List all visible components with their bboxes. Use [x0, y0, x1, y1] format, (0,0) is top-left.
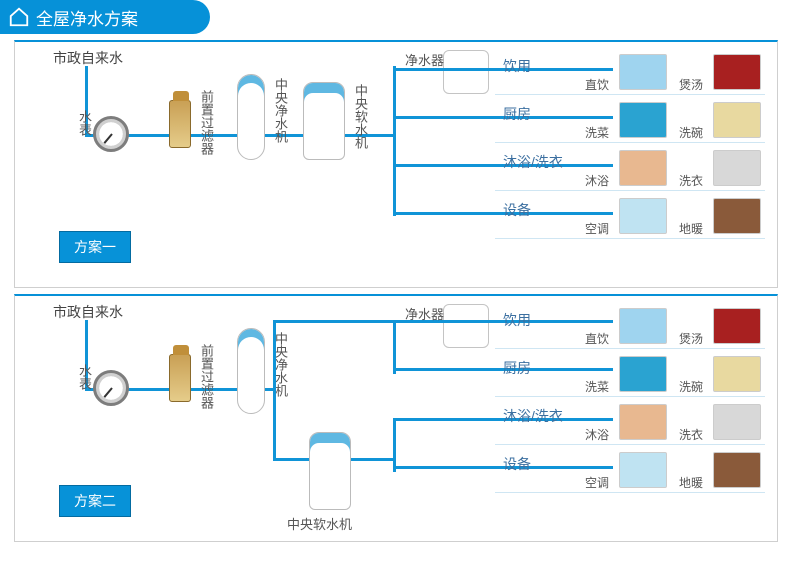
- usage-label: 空调: [585, 220, 609, 237]
- usage-label: 煲汤: [679, 330, 703, 347]
- house-icon: [8, 6, 30, 28]
- plan-panel: 市政自来水方案一 水表 前置过滤器 中央净水机 中央软水机 净水器 饮用直饮 煲汤厨房洗菜 洗碗…: [14, 40, 778, 288]
- usage-thumb: [619, 452, 667, 488]
- pipe: [273, 320, 393, 323]
- source-label: 市政自来水: [53, 302, 123, 322]
- usage-label: 洗衣: [679, 172, 703, 189]
- prefilter-icon: [169, 100, 191, 148]
- softener-label: 中央软水机: [351, 84, 370, 149]
- usage-thumb: [713, 102, 761, 138]
- usage-thumb: [619, 404, 667, 440]
- pipe: [351, 458, 393, 461]
- pipe: [393, 418, 396, 472]
- pipe: [273, 320, 276, 388]
- pipe: [393, 66, 396, 216]
- usage-thumb: [619, 150, 667, 186]
- usage-thumb: [713, 198, 761, 234]
- usage-label: 直饮: [585, 330, 609, 347]
- usage-thumb: [619, 102, 667, 138]
- softener-icon: [303, 82, 345, 160]
- usage-thumb: [713, 150, 761, 186]
- title-text: 全屋净水方案: [36, 5, 138, 30]
- row-category: 饮用: [503, 310, 531, 330]
- pipe: [273, 388, 276, 458]
- usage-label: 洗菜: [585, 124, 609, 141]
- row-separator: [495, 142, 765, 143]
- water-meter-icon: [93, 370, 129, 406]
- usage-label: 洗碗: [679, 378, 703, 395]
- end-purifier-icon: [443, 50, 489, 94]
- source-label: 市政自来水: [53, 48, 123, 68]
- usage-label: 地暖: [679, 220, 703, 237]
- prefilter-label: 前置过滤器: [197, 90, 216, 155]
- prefilter-icon: [169, 354, 191, 402]
- softener-icon: [309, 432, 351, 510]
- usage-thumb: [619, 308, 667, 344]
- usage-thumb: [713, 356, 761, 392]
- row-separator: [495, 396, 765, 397]
- water-meter-icon: [93, 116, 129, 152]
- central-purifier-label: 中央净水机: [271, 78, 290, 143]
- row-separator: [495, 444, 765, 445]
- usage-label: 空调: [585, 474, 609, 491]
- row-separator: [495, 238, 765, 239]
- plan-badge: 方案一: [59, 231, 131, 263]
- row-category: 厨房: [503, 358, 531, 378]
- end-purifier-label: 净水器: [405, 50, 444, 69]
- softener-label: 中央软水机: [287, 514, 352, 533]
- usage-label: 洗碗: [679, 124, 703, 141]
- pipe: [393, 320, 396, 374]
- usage-label: 地暖: [679, 474, 703, 491]
- usage-label: 煲汤: [679, 76, 703, 93]
- row-separator: [495, 348, 765, 349]
- usage-thumb: [713, 54, 761, 90]
- usage-thumb: [713, 452, 761, 488]
- usage-thumb: [713, 404, 761, 440]
- usage-label: 洗菜: [585, 378, 609, 395]
- usage-label: 洗衣: [679, 426, 703, 443]
- plan-badge: 方案二: [59, 485, 131, 517]
- prefilter-label: 前置过滤器: [197, 344, 216, 409]
- meter-label: 水表: [75, 110, 94, 136]
- plan-panel: 市政自来水方案二水表前置过滤器中央净水机中央软水机净水器饮用直饮煲汤厨房洗菜洗碗…: [14, 294, 778, 542]
- end-purifier-label: 净水器: [405, 304, 444, 323]
- usage-label: 直饮: [585, 76, 609, 93]
- row-category: 沐浴/洗衣: [503, 152, 563, 172]
- end-purifier-icon: [443, 304, 489, 348]
- central-purifier-icon: [237, 74, 265, 160]
- row-separator: [495, 190, 765, 191]
- row-category: 饮用: [503, 56, 531, 76]
- usage-label: 沐浴: [585, 426, 609, 443]
- row-category: 设备: [503, 454, 531, 474]
- usage-thumb: [713, 308, 761, 344]
- usage-label: 沐浴: [585, 172, 609, 189]
- usage-thumb: [619, 198, 667, 234]
- central-purifier-icon: [237, 328, 265, 414]
- usage-thumb: [619, 54, 667, 90]
- row-separator: [495, 492, 765, 493]
- row-separator: [495, 94, 765, 95]
- row-category: 沐浴/洗衣: [503, 406, 563, 426]
- row-category: 厨房: [503, 104, 531, 124]
- page-title: 全屋净水方案: [0, 0, 210, 34]
- meter-label: 水表: [75, 364, 94, 390]
- row-category: 设备: [503, 200, 531, 220]
- usage-thumb: [619, 356, 667, 392]
